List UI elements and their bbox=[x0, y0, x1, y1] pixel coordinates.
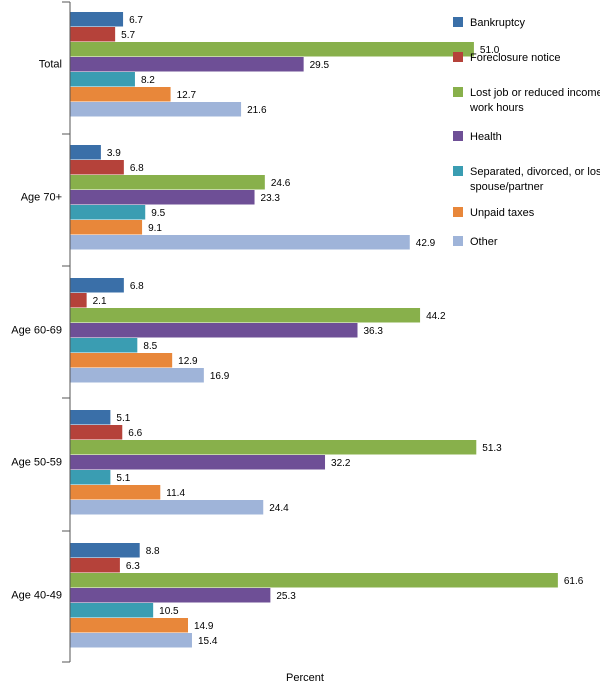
bar bbox=[70, 308, 421, 323]
bars-group bbox=[70, 12, 558, 648]
bar bbox=[70, 543, 140, 558]
bar bbox=[70, 57, 304, 72]
value-label: 12.7 bbox=[177, 90, 197, 101]
bar bbox=[70, 558, 120, 573]
value-label: 5.1 bbox=[116, 473, 130, 484]
legend-label: Unpaid taxes bbox=[470, 207, 535, 219]
bar bbox=[70, 12, 124, 27]
value-label: 15.4 bbox=[198, 636, 218, 647]
bar bbox=[70, 425, 123, 440]
bar bbox=[70, 500, 264, 515]
bar bbox=[70, 205, 146, 220]
legend-swatch bbox=[453, 207, 463, 217]
value-label: 32.2 bbox=[331, 458, 351, 469]
category-label: Age 60-69 bbox=[11, 325, 62, 337]
bar bbox=[70, 323, 358, 338]
value-label: 29.5 bbox=[310, 60, 330, 71]
axes-group bbox=[62, 1, 71, 663]
legend-swatch bbox=[453, 236, 463, 246]
legend-label: Bankruptcy bbox=[470, 17, 526, 29]
bar bbox=[70, 190, 255, 205]
value-label: 6.3 bbox=[126, 561, 140, 572]
bar bbox=[70, 42, 474, 57]
category-label: Age 50-59 bbox=[11, 457, 62, 469]
value-label: 9.5 bbox=[151, 208, 165, 219]
bar bbox=[70, 455, 326, 470]
bar bbox=[70, 485, 161, 500]
category-label: Age 70+ bbox=[21, 192, 62, 204]
value-label: 51.3 bbox=[482, 443, 502, 454]
value-label: 8.8 bbox=[146, 546, 160, 557]
bar bbox=[70, 87, 171, 102]
bar bbox=[70, 235, 410, 250]
value-label: 16.9 bbox=[210, 371, 230, 382]
legend-swatch bbox=[453, 52, 463, 62]
legend-swatch bbox=[453, 17, 463, 27]
value-label: 8.5 bbox=[143, 341, 157, 352]
value-label: 5.7 bbox=[121, 30, 135, 41]
value-labels-group: 6.7 5.7 51.0 29.5 8.2 12.7 21.6 3.9 6.8 24.6 23.3 9… bbox=[93, 15, 584, 647]
legend-swatch bbox=[453, 131, 463, 141]
legend-label: Lost job or reduced income/work hours bbox=[469, 87, 600, 114]
value-label: 3.9 bbox=[107, 148, 121, 159]
bar bbox=[70, 470, 111, 485]
legend-label: Other bbox=[470, 236, 498, 248]
value-label: 8.2 bbox=[141, 75, 155, 86]
bar bbox=[70, 145, 101, 160]
bar bbox=[70, 27, 116, 42]
bar bbox=[70, 338, 138, 353]
legend-label: Foreclosure notice bbox=[470, 52, 561, 64]
value-label: 24.6 bbox=[271, 178, 291, 189]
value-label: 25.3 bbox=[276, 591, 296, 602]
bar bbox=[70, 368, 204, 383]
bar bbox=[70, 618, 189, 633]
legend-swatch bbox=[453, 87, 463, 97]
bar bbox=[70, 278, 124, 293]
value-label: 6.7 bbox=[129, 15, 143, 26]
bar bbox=[70, 633, 192, 648]
value-label: 61.6 bbox=[564, 576, 584, 587]
value-label: 14.9 bbox=[194, 621, 214, 632]
bar bbox=[70, 72, 135, 87]
value-label: 6.6 bbox=[128, 428, 142, 439]
category-label: Total bbox=[39, 59, 62, 71]
value-label: 11.4 bbox=[166, 488, 185, 499]
legend-label: Separated, divorced, or lost spouse/partn… bbox=[470, 166, 600, 193]
value-label: 10.5 bbox=[159, 606, 179, 617]
bar bbox=[70, 573, 558, 588]
value-label: 44.2 bbox=[426, 311, 446, 322]
bar bbox=[70, 293, 87, 308]
value-label: 6.8 bbox=[130, 163, 144, 174]
value-label: 6.8 bbox=[130, 281, 144, 292]
value-label: 12.9 bbox=[178, 356, 198, 367]
bar bbox=[70, 440, 477, 455]
value-label: 2.1 bbox=[93, 296, 107, 307]
legend: Bankruptcy Foreclosure notice Lost job or … bbox=[453, 17, 600, 248]
category-label: Age 40-49 bbox=[11, 590, 62, 602]
value-label: 9.1 bbox=[148, 223, 162, 234]
value-label: 21.6 bbox=[247, 105, 267, 116]
category-labels-group: Total Age 70+ Age 60-69 Age 50-59 Age 40-49 bbox=[11, 59, 62, 602]
bar bbox=[70, 410, 111, 425]
value-label: 42.9 bbox=[416, 238, 436, 249]
bar bbox=[70, 102, 242, 117]
value-label: 5.1 bbox=[116, 413, 130, 424]
bar bbox=[70, 160, 124, 175]
value-label: 51.0 bbox=[480, 45, 500, 56]
legend-swatch bbox=[453, 166, 463, 176]
value-label: 24.4 bbox=[269, 503, 289, 514]
bar bbox=[70, 220, 143, 235]
bar bbox=[70, 588, 271, 603]
bar bbox=[70, 603, 154, 618]
legend-label: Health bbox=[470, 131, 502, 143]
bar bbox=[70, 353, 173, 368]
value-label: 23.3 bbox=[261, 193, 281, 204]
value-label: 36.3 bbox=[363, 326, 383, 337]
bar bbox=[70, 175, 265, 190]
x-axis-label: Percent bbox=[286, 672, 324, 684]
